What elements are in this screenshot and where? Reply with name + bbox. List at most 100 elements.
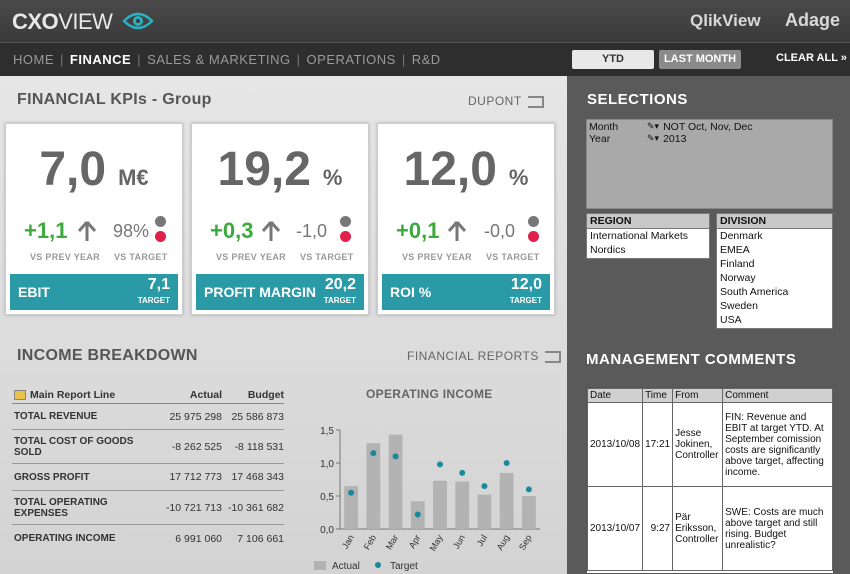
kpi-target-caption: TARGET [137,296,170,305]
x-tick-label: Jun [451,533,467,551]
current-selections-box[interactable]: Month ✎▾ NOT Oct, Nov, Dec Year ✎▾ 2013 [586,119,833,209]
kpi-band: PROFIT MARGIN 20,2 TARGET [196,274,364,310]
division-listbox[interactable]: DIVISION Denmark EMEA Finland Norway Sou… [716,213,833,329]
target-point [503,460,510,466]
list-item[interactable]: International Markets [590,230,689,242]
col-date[interactable]: Date [587,388,644,403]
x-tick-label: Mar [384,533,400,551]
kpi-target-caption: TARGET [509,296,542,305]
cxoview-logo[interactable]: CXOVIEW [12,9,113,34]
kpi-delta: +0,1 [396,218,440,243]
target-point [370,450,377,457]
management-comments-title: MANAGEMENT COMMENTS [586,351,797,368]
financial-reports-link[interactable]: FINANCIAL REPORTS [407,349,561,363]
kpi-name: EBIT [18,284,50,300]
nav-home[interactable]: HOME [13,52,54,67]
col-from[interactable]: From [672,388,724,403]
kpi-card-profit-margin[interactable]: 19,2% +0,3 -1,0 VS PREV YEAR VS TARGET P… [191,123,369,315]
up-arrow-icon [262,221,280,241]
x-tick-label: Jul [475,533,489,548]
list-item[interactable]: Nordics [590,244,626,256]
kpi-delta: +0,3 [210,218,254,243]
list-item[interactable]: Denmark [720,230,763,242]
vs-target-label: VS TARGET [486,252,540,262]
target-point [525,486,532,493]
target-point [481,483,488,490]
kpi-band: EBIT 7,1 TARGET [10,274,178,310]
table-row: TOTAL REVENUE 25 975 298 25 586 873 [12,404,284,430]
bar-actual [388,434,403,529]
legend-target-swatch [375,562,381,568]
kpi-value: 7,0 M€ [39,143,149,196]
y-tick-label: 1,0 [320,459,334,470]
main-nav: HOME | FINANCE | SALES & MARKETING | OPERAT… [13,52,441,67]
col-budget[interactable]: Budget [247,388,284,401]
bar-actual [433,480,447,529]
nav-sales-marketing[interactable]: SALES & MARKETING [147,52,291,67]
list-item[interactable]: Finland [720,258,755,270]
edit-selection-icon[interactable]: ✎▾ [647,121,660,131]
bar-actual [499,472,514,529]
col-actual[interactable]: Actual [189,388,222,401]
status-dot-red-icon [155,231,166,242]
table-row: TOTAL COST OF GOODS SOLD -8 262 525 -8 1… [12,430,284,464]
table-options-icon[interactable] [14,389,26,400]
col-comment[interactable]: Comment [722,388,833,403]
kpi-target-value: 20,2 [324,276,356,293]
table-row: 2013/10/08 17:21 Jesse Jokinen, Controll… [587,402,833,487]
dupont-link[interactable]: DUPONT [468,94,544,108]
operating-income-chart[interactable]: 0,0 0,5 1,0 1,5 Jan Feb Mar Apr May Jun Jul Aug Sep A… [310,418,550,574]
up-arrow-icon [78,221,96,241]
eye-icon [122,12,154,30]
selection-month[interactable]: Month ✎▾ NOT Oct, Nov, Dec [589,121,753,133]
target-point [437,461,443,468]
kpi-target-caption: TARGET [323,296,356,305]
vs-prev-label: VS PREV YEAR [30,252,100,262]
comments-table: Date Time From Comment 2013/10/08 17:21 … [586,387,834,574]
kpi-card-roi[interactable]: 12,0% +0,1 -0,0 VS PREV YEAR VS TARGET R… [377,123,555,315]
x-tick-label: Sep [517,533,534,552]
top-bar: CXOVIEW QlikView Adage [0,0,850,42]
x-tick-label: Aug [495,533,512,552]
selections-title: SELECTIONS [587,91,688,108]
list-item[interactable]: USA [720,314,742,326]
adage-brand: Adage [785,10,841,30]
list-item[interactable]: South America [720,286,789,298]
division-header[interactable]: DIVISION [717,214,832,229]
kpi-vs-target: -0,0 [484,221,516,241]
selection-year[interactable]: Year ✎▾ 2013 [589,133,687,145]
table-row: 2013/10/07 9:27 Pär Eriksson, Controller… [587,486,833,571]
list-item[interactable]: EMEA [720,244,750,256]
clear-all-button[interactable]: CLEAR ALL » [776,52,847,64]
target-point [414,511,421,518]
nav-finance[interactable]: FINANCE [69,52,132,67]
edit-selection-icon[interactable]: ✎▾ [647,133,660,143]
up-arrow-icon [448,221,466,241]
vs-prev-label: VS PREV YEAR [402,252,472,262]
ytd-button[interactable]: YTD [572,50,654,69]
kpi-vs-target: 98% [113,221,150,241]
legend-target-label: Target [390,561,418,572]
kpi-card-ebit[interactable]: 7,0 M€ +1,1 98% VS PREV YEAR VS TARGET EB… [5,123,183,315]
y-tick-label: 0,5 [320,492,334,503]
table-header: Main Report Line Actual Budget [12,386,284,404]
kpi-name: ROI % [390,284,432,300]
chart-title: OPERATING INCOME [366,387,493,401]
list-item[interactable]: Sweden [720,300,758,312]
y-tick-label: 0,0 [320,525,334,536]
target-point [392,453,399,460]
col-main-report-line[interactable]: Main Report Line [12,389,152,401]
nav-operations[interactable]: OPERATIONS [306,52,396,67]
x-tick-label: Feb [362,533,378,551]
list-item[interactable]: Norway [720,272,756,284]
nav-rnd[interactable]: R&D [411,52,441,67]
last-month-button[interactable]: LAST MONTH [659,50,741,69]
kpi-band: ROI % 12,0 TARGET [382,274,550,310]
col-time[interactable]: Time [642,388,674,403]
vs-prev-label: VS PREV YEAR [216,252,286,262]
export-arrow-icon [527,95,544,108]
income-section-title: INCOME BREAKDOWN [17,347,198,364]
region-listbox[interactable]: REGION International Markets Nordics [586,213,710,259]
comments-header: Date Time From Comment [587,388,833,403]
region-header[interactable]: REGION [587,214,709,229]
